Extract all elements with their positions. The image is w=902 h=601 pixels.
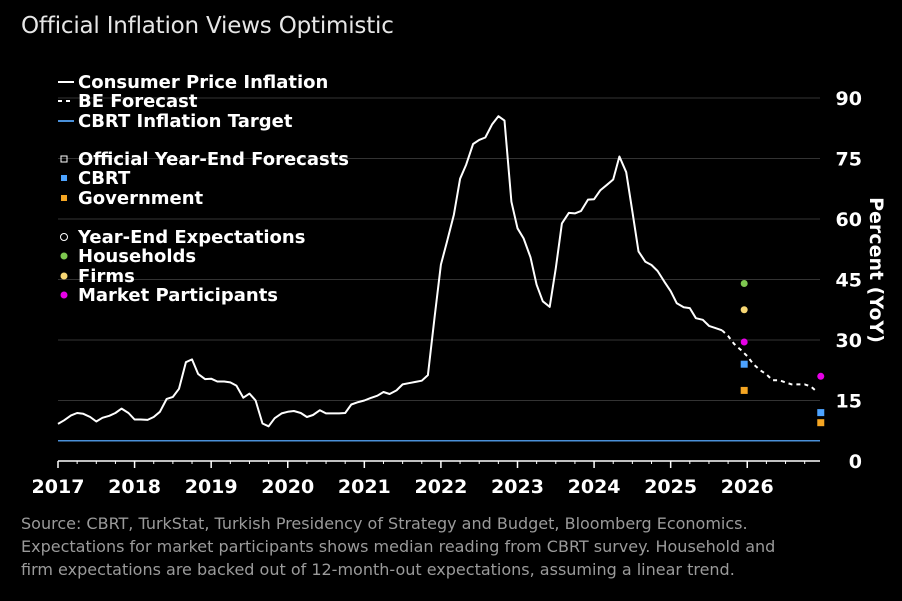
cpi-line <box>57 115 723 428</box>
government-marker <box>740 386 748 394</box>
cbrt-marker <box>740 360 748 368</box>
x-tick-label: 2020 <box>261 476 314 498</box>
x-tick-label: 2026 <box>721 476 774 498</box>
expect_header-legend-label: Year-End Expectations <box>77 227 305 248</box>
footnote-line-3: firm expectations are backed out of 12-m… <box>21 560 735 579</box>
government-legend-symbol <box>61 195 67 201</box>
series-layer <box>57 115 820 442</box>
x-tick-label: 2017 <box>32 476 85 498</box>
target-legend-label: CBRT Inflation Target <box>78 111 293 132</box>
y-tick-label: 15 <box>836 391 862 413</box>
x-tick-label: 2019 <box>185 476 238 498</box>
expectations-legend-symbol <box>60 233 68 241</box>
firms-legend-symbol <box>60 272 68 280</box>
market-marker <box>740 338 748 346</box>
households-legend-symbol <box>60 252 68 260</box>
market-marker <box>817 372 825 380</box>
cbrt-legend-label: CBRT <box>78 168 131 189</box>
markers-layer <box>740 280 825 427</box>
y-tick-label: 90 <box>836 88 862 110</box>
market-legend-label: Market Participants <box>78 285 278 306</box>
x-tick-label: 2018 <box>108 476 161 498</box>
y-axis-ticks: 0 15 30 45 60 75 90 <box>836 88 862 473</box>
x-tick-label: 2024 <box>568 476 621 498</box>
firms-marker <box>740 306 748 314</box>
households-legend-label: Households <box>78 246 196 267</box>
footnote-line-1: Source: CBRT, TurkStat, Turkish Presiden… <box>21 514 748 533</box>
x-tick-label: 2021 <box>338 476 391 498</box>
footnote: Source: CBRT, TurkStat, Turkish Presiden… <box>21 512 891 581</box>
firms-legend-label: Firms <box>78 266 135 287</box>
market-legend-symbol <box>60 291 68 299</box>
x-tick-label: 2022 <box>414 476 467 498</box>
x-axis: 2017 2018 2019 2020 2021 2022 2023 2024 2025 2026 <box>32 460 820 498</box>
forecast-line <box>721 329 819 394</box>
x-tick-label: 2025 <box>644 476 697 498</box>
cpi-legend-label: Consumer Price Inflation <box>78 72 328 93</box>
official_header-legend-label: Official Year-End Forecasts <box>78 149 349 170</box>
y-tick-label: 0 <box>849 451 862 473</box>
y-tick-label: 45 <box>836 270 862 292</box>
footnote-line-2: Expectations for market participants sho… <box>21 537 776 556</box>
y-tick-label: 60 <box>836 209 862 231</box>
cbrt-legend-symbol <box>61 175 67 181</box>
government-legend-label: Government <box>78 188 204 209</box>
page-title: Official Inflation Views Optimistic <box>21 13 394 39</box>
households-marker <box>740 280 748 288</box>
official-forecasts-legend-symbol <box>60 155 68 163</box>
cbrt-marker <box>817 409 825 417</box>
forecast-legend-label: BE Forecast <box>78 91 198 112</box>
y-tick-label: 30 <box>836 330 862 352</box>
government-marker <box>817 419 825 427</box>
y-tick-label: 75 <box>836 149 862 171</box>
x-tick-label: 2023 <box>491 476 544 498</box>
y-axis-label: Percent (YoY) <box>865 197 887 343</box>
